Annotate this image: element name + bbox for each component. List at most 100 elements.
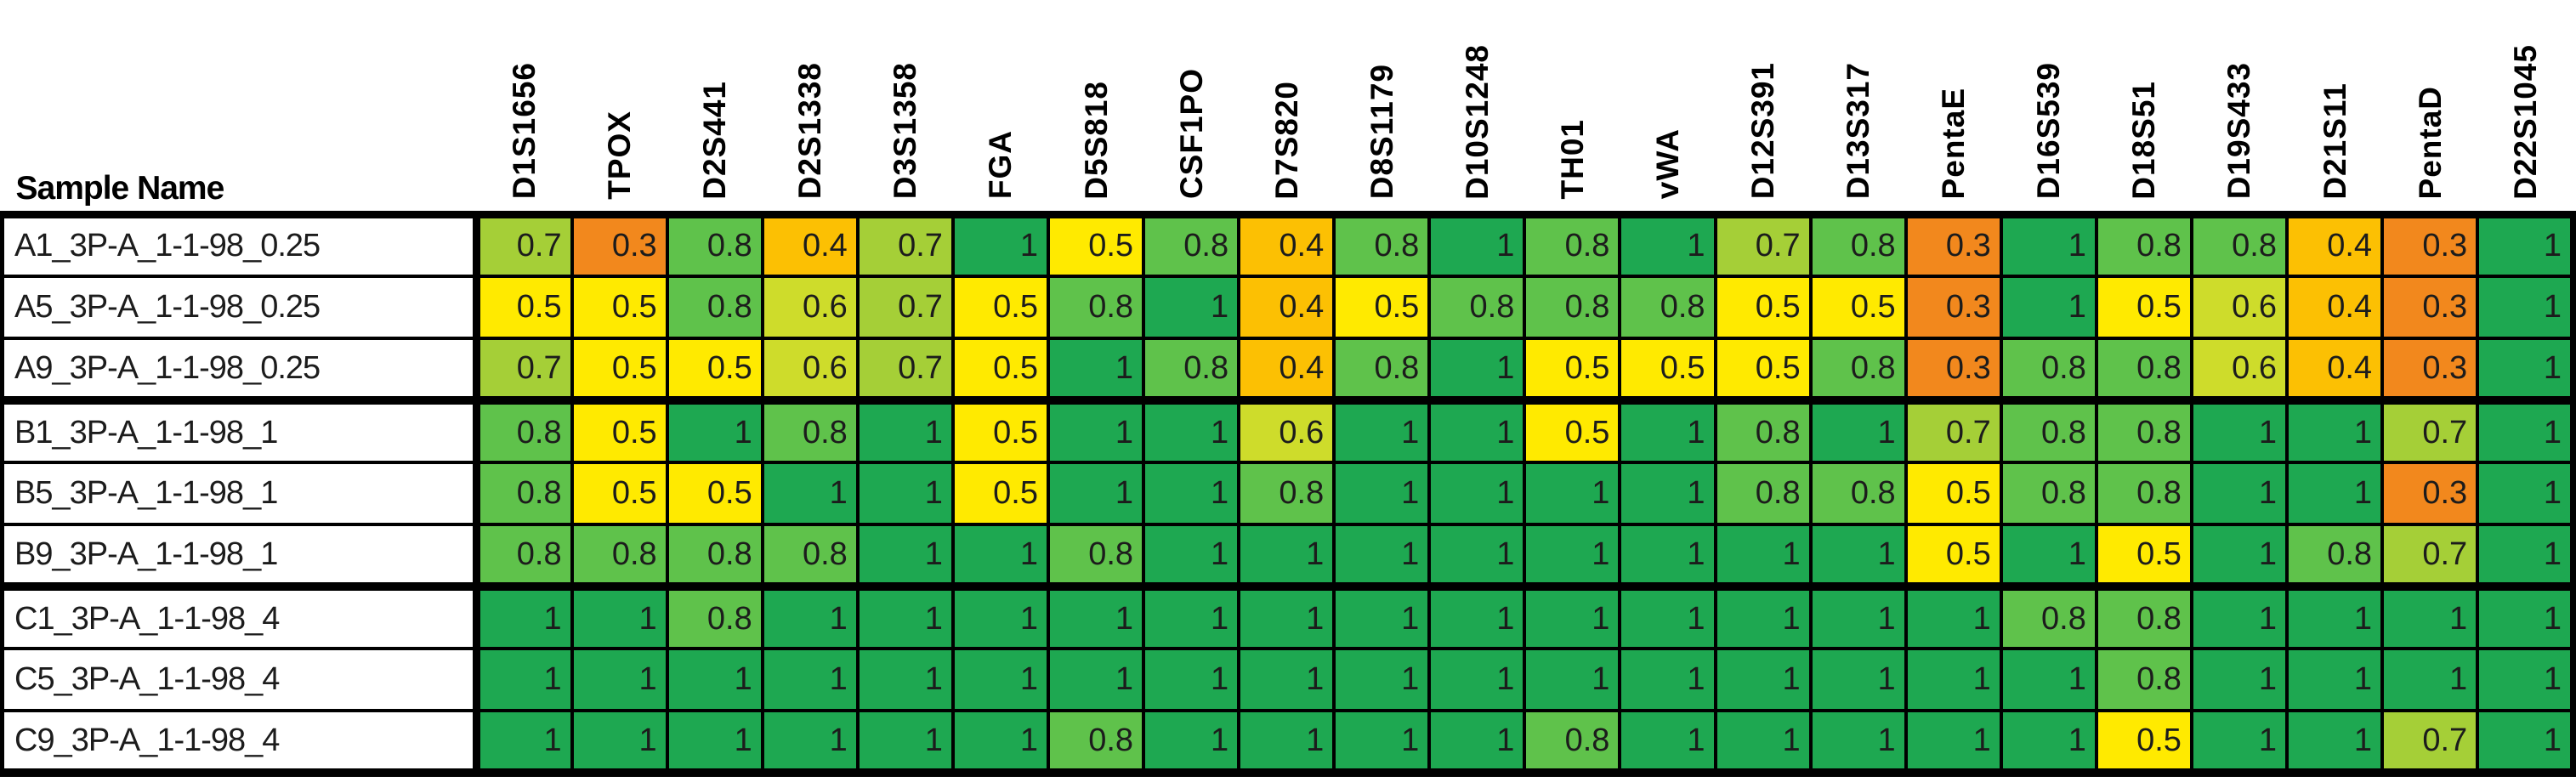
heatmap-cell[interactable]: 0.8 [1046,709,1146,777]
heatmap-cell[interactable]: 0.3 [570,212,669,278]
heatmap-cell[interactable]: 0.8 [1808,461,1908,526]
heatmap-cell[interactable]: 0.5 [950,337,1050,405]
heatmap-cell[interactable]: 1 [1713,647,1813,712]
heatmap-cell[interactable]: 1 [1332,585,1432,650]
heatmap-cell[interactable]: 0.5 [1523,399,1622,464]
sample-name-cell[interactable]: A9_3P-A_1-1-98_0.25 [0,337,480,405]
heatmap-cell[interactable]: 0.8 [2094,585,2193,650]
heatmap-cell[interactable]: 1 [474,709,574,777]
heatmap-cell[interactable]: 1 [1808,523,1908,591]
heatmap-cell[interactable]: 1 [855,709,955,777]
heatmap-cell[interactable]: 1 [2189,647,2289,712]
heatmap-cell[interactable]: 1 [760,461,860,526]
heatmap-cell[interactable]: 0.5 [665,337,764,405]
heatmap-cell[interactable]: 1 [1618,212,1717,278]
column-header-d10s1248[interactable]: D10S1248 [1429,0,1525,218]
heatmap-cell[interactable]: 0.8 [665,523,764,591]
heatmap-cell[interactable]: 0.8 [1046,275,1146,340]
heatmap-cell[interactable]: 1 [1999,523,2098,591]
heatmap-cell[interactable]: 1 [2380,585,2480,650]
column-header-d13s317[interactable]: D13S317 [1810,0,1906,218]
heatmap-cell[interactable]: 1 [2476,275,2576,340]
heatmap-cell[interactable]: 1 [1427,337,1527,405]
heatmap-cell[interactable]: 0.3 [1904,212,2003,278]
sample-name-cell[interactable]: A5_3P-A_1-1-98_0.25 [0,275,480,340]
sample-name-cell[interactable]: C9_3P-A_1-1-98_4 [0,709,480,777]
heatmap-cell[interactable]: 1 [1427,461,1527,526]
heatmap-cell[interactable]: 0.5 [2094,523,2193,591]
heatmap-cell[interactable]: 0.8 [665,585,764,650]
heatmap-cell[interactable]: 0.8 [1808,337,1908,405]
heatmap-cell[interactable]: 0.5 [1618,337,1717,405]
sample-name-cell[interactable]: B1_3P-A_1-1-98_1 [0,399,480,464]
heatmap-cell[interactable]: 1 [1237,647,1336,712]
sample-name-cell[interactable]: C5_3P-A_1-1-98_4 [0,647,480,712]
heatmap-cell[interactable]: 0.8 [760,399,860,464]
heatmap-cell[interactable]: 1 [474,647,574,712]
heatmap-cell[interactable]: 0.7 [855,212,955,278]
heatmap-cell[interactable]: 0.3 [2380,212,2480,278]
column-header-pentad[interactable]: PentaD [2382,0,2478,218]
heatmap-cell[interactable]: 1 [855,461,955,526]
heatmap-cell[interactable]: 1 [950,709,1050,777]
column-header-d1s1656[interactable]: D1S1656 [476,0,572,218]
heatmap-cell[interactable]: 0.8 [1237,461,1336,526]
heatmap-cell[interactable]: 0.5 [570,461,669,526]
heatmap-cell[interactable]: 1 [1618,647,1717,712]
heatmap-cell[interactable]: 0.8 [1713,461,1813,526]
heatmap-cell[interactable]: 1 [1046,461,1146,526]
heatmap-cell[interactable]: 1 [1046,585,1146,650]
heatmap-cell[interactable]: 0.6 [2189,337,2289,405]
heatmap-cell[interactable]: 1 [1142,585,1241,650]
heatmap-cell[interactable]: 1 [1904,709,2003,777]
heatmap-cell[interactable]: 1 [1427,212,1527,278]
heatmap-cell[interactable]: 1 [2476,399,2576,464]
heatmap-cell[interactable]: 1 [1332,647,1432,712]
heatmap-cell[interactable]: 1 [1618,523,1717,591]
heatmap-cell[interactable]: 1 [2476,647,2576,712]
heatmap-cell[interactable]: 1 [2189,523,2289,591]
column-header-pentae[interactable]: PentaE [1905,0,2001,218]
heatmap-cell[interactable]: 0.8 [1999,399,2098,464]
heatmap-cell[interactable]: 0.4 [1237,275,1336,340]
heatmap-cell[interactable]: 1 [1142,275,1241,340]
heatmap-cell[interactable]: 0.5 [570,399,669,464]
heatmap-cell[interactable]: 1 [1427,647,1527,712]
heatmap-cell[interactable]: 1 [1808,585,1908,650]
heatmap-cell[interactable]: 1 [1904,647,2003,712]
heatmap-cell[interactable]: 0.4 [2284,337,2385,405]
heatmap-cell[interactable]: 0.5 [2094,275,2193,340]
heatmap-cell[interactable]: 0.6 [1237,399,1336,464]
column-header-d21s11[interactable]: D21S11 [2286,0,2383,218]
column-header-d2s441[interactable]: D2S441 [667,0,763,218]
heatmap-cell[interactable]: 0.8 [1523,275,1622,340]
heatmap-cell[interactable]: 0.4 [1237,212,1336,278]
heatmap-cell[interactable]: 1 [1523,647,1622,712]
heatmap-cell[interactable]: 1 [1142,399,1241,464]
heatmap-cell[interactable]: 1 [1332,709,1432,777]
heatmap-cell[interactable]: 1 [950,523,1050,591]
heatmap-cell[interactable]: 1 [1046,337,1146,405]
heatmap-cell[interactable]: 1 [1046,399,1146,464]
heatmap-cell[interactable]: 1 [1332,523,1432,591]
heatmap-cell[interactable]: 1 [1427,399,1527,464]
heatmap-cell[interactable]: 0.8 [2094,647,2193,712]
heatmap-cell[interactable]: 0.5 [1713,275,1813,340]
heatmap-cell[interactable]: 0.7 [855,275,955,340]
heatmap-cell[interactable]: 0.5 [950,399,1050,464]
heatmap-cell[interactable]: 1 [2284,585,2385,650]
heatmap-cell[interactable]: 0.8 [1332,212,1432,278]
heatmap-cell[interactable]: 1 [2284,461,2385,526]
sample-name-header[interactable]: Sample Name [2,0,477,218]
heatmap-cell[interactable]: 1 [1999,212,2098,278]
heatmap-cell[interactable]: 0.4 [760,212,860,278]
heatmap-cell[interactable]: 0.5 [1523,337,1622,405]
heatmap-cell[interactable]: 0.8 [1523,709,1622,777]
heatmap-cell[interactable]: 1 [1237,523,1336,591]
heatmap-cell[interactable]: 0.3 [2380,337,2480,405]
sample-name-cell[interactable]: B5_3P-A_1-1-98_1 [0,461,480,526]
heatmap-cell[interactable]: 1 [1713,709,1813,777]
heatmap-cell[interactable]: 1 [855,523,955,591]
heatmap-cell[interactable]: 1 [1713,585,1813,650]
heatmap-cell[interactable]: 0.3 [1904,275,2003,340]
